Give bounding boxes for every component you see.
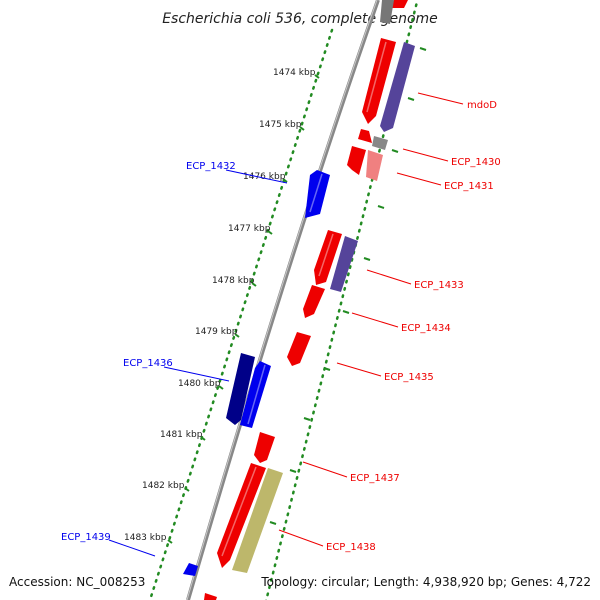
shade-line [309, 173, 323, 213]
gene-feature[interactable] [330, 236, 358, 292]
gene-label-ECP_1430[interactable]: ECP_1430 [451, 157, 501, 168]
forward-strand-features [204, 0, 408, 600]
leader-ECP_1439 [108, 539, 156, 557]
gene-feature[interactable] [183, 563, 198, 576]
gene-label-ECP_1439[interactable]: ECP_1439 [61, 532, 111, 543]
inner-dotted-ring [148, 28, 334, 600]
gene-label-ECP_1431[interactable]: ECP_1431 [444, 181, 494, 192]
shade-line [318, 233, 334, 277]
leader-ECP_1433 [366, 269, 412, 285]
outer-tick [377, 205, 385, 209]
tick-mark-1483 [167, 539, 173, 544]
gene-feature[interactable] [380, 0, 394, 24]
reverse-strand-features [183, 170, 330, 576]
tick-mark-1480 [218, 385, 224, 390]
leader-ECP_1434 [351, 312, 399, 328]
gene-feature[interactable] [232, 468, 283, 573]
leader-ECP_1438 [278, 529, 324, 547]
map-title: Escherichia coli 536, complete genome [162, 11, 438, 27]
tick-mark-1475 [299, 126, 305, 131]
leader-ECP_1431 [396, 172, 442, 186]
tick-label-1481: 1481 kbp [160, 430, 203, 440]
tick-label-1474: 1474 kbp [273, 68, 316, 78]
tick-label-1479: 1479 kbp [195, 327, 238, 337]
leader-ECP_1437 [302, 461, 348, 478]
tick-label-1480: 1480 kbp [178, 379, 221, 389]
leader-ECP_1430 [402, 148, 449, 162]
leader-ECP_1435 [336, 362, 382, 377]
tick-mark-1474 [314, 74, 320, 79]
tick-mark-1479 [234, 333, 240, 338]
shade-line [221, 466, 257, 557]
gene-feature[interactable] [362, 38, 396, 124]
outer-track-features [232, 0, 415, 573]
gene-feature[interactable] [347, 146, 366, 175]
gene-feature[interactable] [204, 593, 217, 600]
tick-mark-1476 [282, 178, 288, 183]
outer-tick [419, 47, 427, 51]
tick-label-1482: 1482 kbp [142, 481, 185, 491]
gene-feature[interactable] [305, 170, 330, 218]
gene-label-ECP_1435[interactable]: ECP_1435 [384, 372, 434, 383]
gene-feature[interactable] [366, 150, 383, 181]
feature-shading [221, 41, 387, 557]
leader-ECP_1436 [163, 366, 230, 382]
leader-ECP_1432 [225, 169, 288, 184]
shade-line [247, 364, 266, 425]
outer-tick [269, 521, 277, 525]
tick-mark-1477 [267, 230, 273, 235]
gene-label-ECP_1437[interactable]: ECP_1437 [350, 473, 400, 484]
gene-feature[interactable] [226, 353, 255, 425]
label-leader-lines [108, 92, 464, 557]
gene-feature[interactable] [358, 129, 372, 143]
tick-mark-1482 [184, 487, 190, 492]
gene-feature[interactable] [390, 0, 408, 8]
tick-label-1477: 1477 kbp [228, 224, 271, 234]
gene-label-ECP_1436[interactable]: ECP_1436 [123, 358, 173, 369]
tick-label-1476: 1476 kbp [243, 172, 286, 182]
gene-label-ECP_1434[interactable]: ECP_1434 [401, 323, 451, 334]
gene-feature[interactable] [380, 42, 415, 132]
accession-text: Accession: NC_008253 [9, 575, 145, 589]
gene-label-ECP_1438[interactable]: ECP_1438 [326, 542, 376, 553]
gene-feature[interactable] [287, 332, 311, 366]
tick-mark-1478 [251, 282, 257, 287]
tick-group [167, 74, 320, 544]
shade-line [366, 41, 387, 113]
tick-mark-1481 [200, 436, 206, 441]
outer-tick [342, 310, 350, 314]
gene-label-ECP_1433[interactable]: ECP_1433 [414, 280, 464, 291]
genome-summary-text: Topology: circular; Length: 4,938,920 bp… [260, 575, 591, 589]
tick-label-1483: 1483 kbp [124, 533, 167, 543]
gene-feature[interactable] [240, 361, 271, 428]
outer-tick [391, 149, 399, 153]
genome-backbone [186, 0, 380, 600]
tick-label-1478: 1478 kbp [212, 276, 255, 286]
backbone-highlight [186, 0, 378, 600]
gene-label-ECP_1432[interactable]: ECP_1432 [186, 161, 236, 172]
outer-tick [323, 367, 331, 371]
outer-tick [407, 97, 415, 101]
outer-tick [289, 469, 297, 473]
outer-tick-group [269, 47, 427, 525]
gene-feature[interactable] [303, 285, 325, 318]
tick-label-1475: 1475 kbp [259, 120, 302, 130]
gene-label-mdoD[interactable]: mdoD [467, 100, 497, 111]
gene-feature[interactable] [217, 463, 266, 568]
gene-feature[interactable] [254, 432, 275, 463]
outer-tick [363, 257, 371, 261]
gene-feature[interactable] [372, 136, 388, 150]
outer-tick [303, 417, 311, 421]
leader-mdoD [417, 92, 464, 105]
gene-feature[interactable] [314, 230, 342, 285]
